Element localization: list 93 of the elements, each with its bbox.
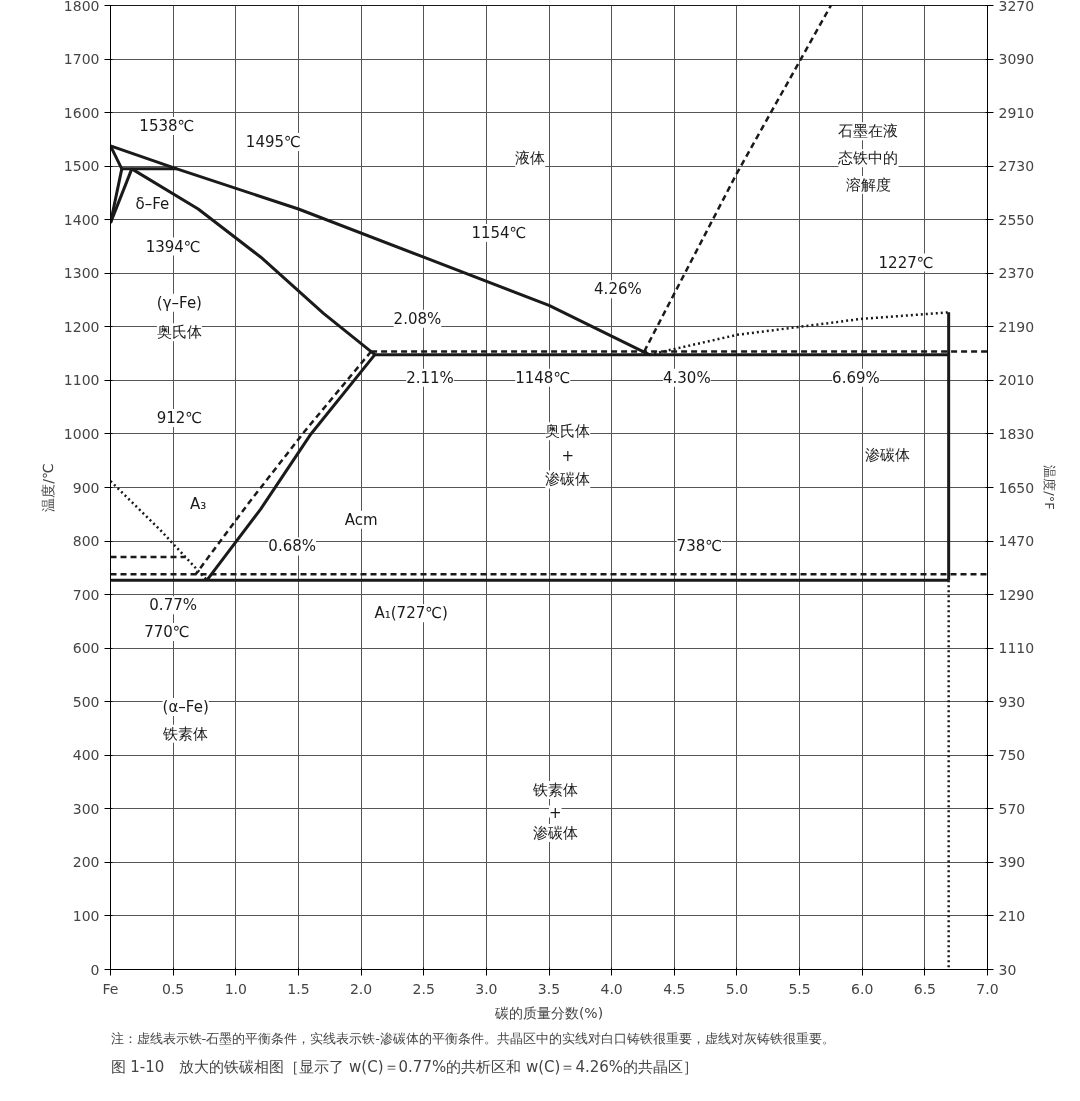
y2-tick-label: 210 [998, 907, 1026, 924]
x-tick-label: 4.0 [600, 980, 623, 997]
y2-tick-label: 1470 [998, 533, 1035, 550]
annotation: A₃ [190, 494, 207, 513]
y-tick-label: 300 [72, 800, 100, 817]
annotation: 4.26% [594, 280, 642, 299]
y-tick-label: 1000 [63, 425, 100, 442]
annotation: δ–Fe [135, 194, 170, 213]
x-tick-label: 5.5 [788, 980, 811, 997]
annotation: 渗碳体 [545, 470, 591, 489]
y2-tick-label: 2910 [998, 104, 1035, 121]
annotation: 铁素体 [162, 724, 209, 743]
annotation: 2.11% [406, 368, 454, 387]
x-tick-label: 0.5 [162, 980, 185, 997]
y-tick-label: 200 [72, 854, 100, 871]
x-tick-label: 6.5 [913, 980, 936, 997]
y-axis-title: 温度/℃ [39, 463, 56, 512]
x-tick-label: Fe [102, 980, 119, 997]
annotation: 2.08% [393, 309, 442, 328]
annotation: Acm [344, 510, 378, 529]
y-tick-label: 1100 [63, 372, 100, 389]
annotation: 溶解度 [845, 175, 891, 194]
x-tick-label: 5.0 [725, 980, 749, 997]
text: 注：虚线表示铁-石墨的平衡条件，实线表示铁-渗碳体的平衡条件。共晶区中的实线对白口铸铁很重要，虚线对灰铸铁很重要。 [110, 1030, 835, 1046]
annotation: 奥氏体 [156, 323, 202, 342]
annotation: 奥氏体 [545, 422, 591, 441]
y-tick-label: 1200 [63, 318, 100, 335]
y2-axis-title: 温度/°F [1042, 465, 1058, 510]
annotation: 1154℃ [471, 224, 527, 243]
annotation: 1538℃ [139, 117, 195, 135]
y-tick-label: 1400 [63, 211, 100, 228]
annotation: A₁(727℃) [374, 604, 448, 623]
y-tick-label: 1700 [63, 51, 100, 68]
x-tick-label: 2.5 [412, 980, 435, 997]
y2-tick-label: 2550 [998, 211, 1035, 228]
y2-tick-label: 570 [998, 800, 1026, 817]
y2-tick-label: 2190 [998, 318, 1035, 335]
annotation: 石墨在液 [838, 122, 899, 141]
y2-tick-label: 30 [998, 961, 1017, 978]
y2-tick-label: 1830 [998, 425, 1035, 442]
text: 图 1-10 放大的铁碳相图［显示了 w(C)＝0.77%的共析区和 w(C)＝4.26%的共晶区］ [110, 1057, 699, 1076]
annotation: 1394℃ [145, 237, 201, 256]
y2-tick-label: 2730 [998, 158, 1035, 175]
y-tick-label: 1300 [63, 265, 100, 282]
y-tick-label: 800 [72, 533, 100, 550]
annotation: 0.68% [268, 537, 316, 556]
annotation: (γ–Fe) [156, 293, 202, 312]
annotation: 1227℃ [878, 253, 934, 272]
annotation: 0.77% [149, 596, 197, 615]
y-tick-label: 700 [72, 586, 100, 603]
y-tick-label: 1600 [63, 104, 100, 121]
annotation: 渗碳体 [864, 446, 910, 465]
y2-tick-label: 2010 [998, 372, 1035, 389]
y2-tick-label: 390 [998, 854, 1026, 871]
y2-tick-label: 1650 [998, 479, 1035, 496]
y2-tick-label: 3270 [998, 0, 1035, 14]
y-tick-label: 500 [72, 693, 100, 710]
y2-tick-label: 1110 [998, 640, 1035, 657]
y2-tick-label: 930 [998, 693, 1026, 710]
y-tick-label: 400 [72, 747, 100, 764]
y-tick-label: 100 [72, 907, 100, 924]
x-tick-label: 1.0 [224, 980, 247, 997]
annotation: + [548, 803, 562, 822]
annotation: + [561, 447, 575, 466]
annotation: (α–Fe) [162, 698, 209, 717]
x-tick-label: 1.5 [287, 980, 310, 997]
annotation: 738℃ [676, 537, 723, 556]
annotation: 1148℃ [515, 368, 571, 387]
x-axis-title: 碳的质量分数(%) [493, 1004, 604, 1021]
annotation: 912℃ [156, 408, 203, 427]
y2-tick-label: 2370 [998, 265, 1035, 282]
annotation: 770℃ [144, 623, 190, 642]
annotation: 液体 [515, 149, 546, 168]
x-tick-label: 6.0 [851, 980, 874, 997]
y2-tick-label: 1290 [998, 586, 1035, 603]
y-tick-label: 1500 [63, 158, 100, 175]
x-tick-label: 2.0 [349, 980, 373, 997]
y-tick-label: 0 [90, 961, 100, 978]
annotation: 铁素体 [531, 781, 578, 800]
y-tick-label: 900 [72, 479, 100, 496]
y-tick-label: 1800 [63, 0, 100, 14]
x-tick-label: 3.5 [537, 980, 561, 997]
y-tick-label: 600 [72, 640, 100, 657]
x-tick-label: 3.0 [475, 980, 498, 997]
x-tick-label: 4.5 [663, 980, 686, 997]
annotation: 渗碳体 [532, 823, 578, 842]
annotation: 4.30% [662, 368, 711, 387]
x-tick-label: 7.0 [976, 980, 999, 997]
annotation: 6.69% [832, 368, 880, 387]
y2-tick-label: 750 [998, 747, 1026, 764]
annotation: 态铁中的 [837, 149, 899, 168]
y2-tick-label: 3090 [998, 51, 1035, 68]
annotation: 1495℃ [245, 133, 301, 152]
